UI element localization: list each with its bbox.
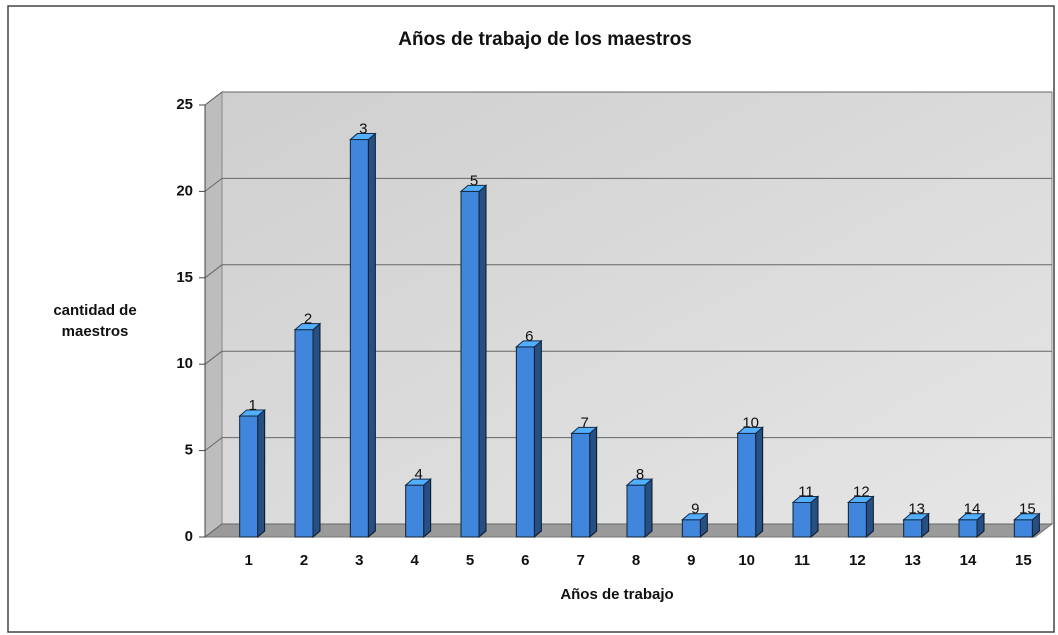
- bar-top: [1012, 513, 1041, 521]
- data-label: 15: [1019, 501, 1036, 518]
- bar-side: [755, 426, 764, 539]
- back-wall: [221, 91, 1053, 525]
- bar-side: [589, 426, 598, 539]
- x-tick-label: 4: [410, 552, 419, 569]
- x-axis-label: Años de trabajo: [560, 586, 673, 603]
- grid-line: [204, 264, 223, 279]
- bar: [737, 432, 757, 538]
- data-label: 3: [359, 121, 367, 138]
- bar: [903, 519, 923, 538]
- bar-top: [514, 340, 543, 348]
- y-tick-label: 0: [185, 528, 193, 545]
- bar-top: [404, 478, 433, 486]
- data-label: 2: [304, 311, 312, 328]
- data-label: 10: [742, 414, 759, 431]
- bar-top: [625, 478, 654, 486]
- bar-side: [865, 495, 874, 539]
- bar: [1013, 519, 1033, 538]
- bar-top: [736, 426, 765, 434]
- data-label: 13: [908, 501, 925, 518]
- x-tick-label: 14: [960, 552, 977, 569]
- x-tick-label: 1: [244, 552, 252, 569]
- grid-line: [204, 178, 223, 192]
- y-tick-label: 15: [176, 269, 193, 286]
- data-label: 6: [525, 328, 533, 345]
- bar-side: [644, 478, 653, 539]
- bar: [405, 484, 425, 538]
- bar-top: [459, 184, 488, 192]
- x-tick-label: 7: [576, 552, 584, 569]
- bar-top: [238, 409, 267, 417]
- bar: [460, 190, 480, 538]
- bar-top: [680, 513, 709, 521]
- data-label: 12: [853, 483, 870, 500]
- chart-title: Años de trabajo de los maestros: [398, 29, 692, 50]
- grid-line: [204, 437, 223, 451]
- x-tick-label: 10: [738, 552, 755, 569]
- side-wall: [204, 90, 223, 539]
- bar-side: [478, 184, 487, 539]
- bar-top: [348, 133, 377, 141]
- y-axis-label: cantidad de maestros: [53, 302, 137, 340]
- x-tick-label: 11: [794, 552, 810, 569]
- y-tick-label: 5: [185, 442, 193, 459]
- x-tick-label: 3: [355, 552, 363, 569]
- bar-side: [533, 339, 542, 539]
- data-label: 4: [414, 466, 422, 483]
- data-label: 1: [248, 397, 256, 414]
- bar: [792, 501, 812, 538]
- x-tick-label: 13: [904, 552, 921, 569]
- y-tick-label: 10: [176, 355, 193, 372]
- bar-side: [423, 478, 432, 539]
- bar: [239, 415, 259, 538]
- bar: [515, 346, 535, 538]
- y-tick-label: 20: [176, 182, 193, 199]
- x-tick-label: 5: [466, 552, 474, 569]
- x-tick-label: 9: [687, 552, 695, 569]
- data-label: 11: [798, 483, 814, 500]
- bar-top: [791, 495, 820, 503]
- x-tick-label: 6: [521, 552, 529, 569]
- bar: [626, 484, 646, 538]
- bar-top: [570, 426, 599, 434]
- bar-side: [257, 408, 266, 539]
- grid-line: [204, 91, 223, 106]
- data-label: 7: [580, 414, 588, 431]
- bar: [681, 519, 701, 538]
- y-tick-label: 25: [176, 96, 193, 113]
- grid-line: [204, 523, 223, 538]
- bar-top: [957, 513, 986, 521]
- frame: [7, 5, 1055, 633]
- data-label: 14: [964, 501, 981, 518]
- bar-side: [367, 132, 376, 539]
- bar-top: [846, 495, 875, 503]
- x-tick-label: 12: [849, 552, 866, 569]
- bar-side: [312, 322, 321, 539]
- x-tick-label: 8: [632, 552, 640, 569]
- bar: [294, 329, 314, 538]
- bar: [571, 432, 591, 538]
- data-label: 8: [636, 466, 644, 483]
- bar: [958, 519, 978, 538]
- bar: [349, 139, 369, 538]
- data-label: 9: [691, 501, 699, 518]
- bar: [847, 501, 867, 538]
- grid-line: [204, 350, 223, 365]
- data-label: 5: [470, 172, 478, 189]
- x-tick-label: 2: [300, 552, 308, 569]
- bar-top: [293, 323, 322, 331]
- bar-side: [810, 495, 819, 539]
- x-tick-label: 15: [1015, 552, 1032, 569]
- bar-top: [902, 513, 931, 521]
